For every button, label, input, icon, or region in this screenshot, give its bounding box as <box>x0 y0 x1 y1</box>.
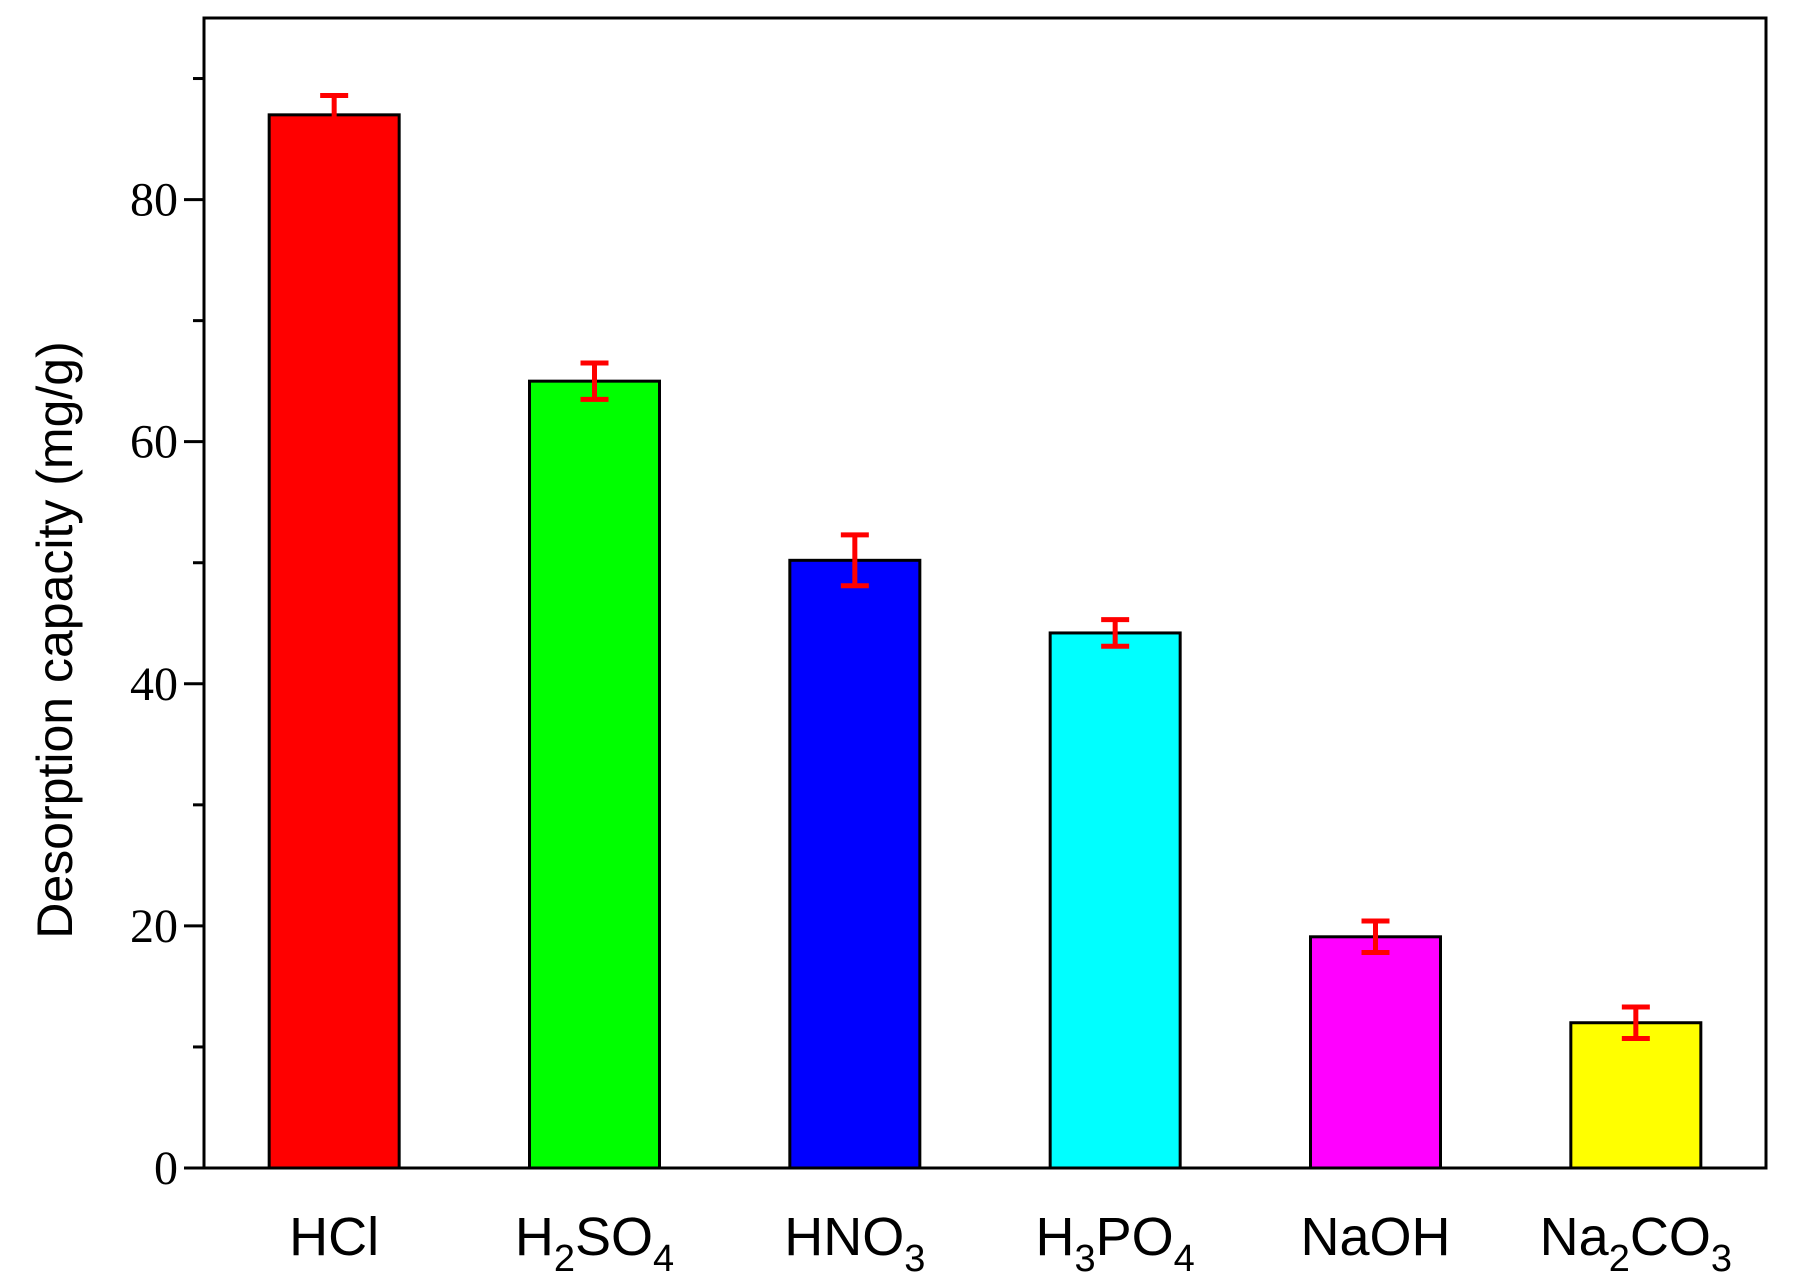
plot-frame <box>202 16 1768 1170</box>
bar-Na2CO3 <box>1569 1021 1703 1170</box>
error-bar-HNO3 <box>840 532 869 589</box>
bar-NaOH <box>1309 935 1442 1170</box>
bar-HNO3 <box>788 558 922 1170</box>
bars-layer <box>267 113 1703 1170</box>
error-bar-Na2CO3 <box>1621 1004 1650 1041</box>
y-tick-label: 0 <box>154 1142 178 1195</box>
x-tick-label: Na2CO3 <box>1540 1207 1732 1280</box>
bar-H2SO4 <box>528 379 661 1170</box>
y-tick-label: 20 <box>130 900 178 953</box>
error-bar-NaOH <box>1361 918 1390 956</box>
x-tick-label: H2SO4 <box>515 1207 674 1280</box>
x-tick-label: HCl <box>289 1207 379 1267</box>
error-bar-H3PO4 <box>1101 617 1130 649</box>
bar-H3PO4 <box>1048 631 1182 1170</box>
y-ticks-layer: 0 20 40 60 80 <box>130 77 204 1195</box>
x-tick-label: H3PO4 <box>1036 1207 1195 1280</box>
bar-HCl <box>267 113 401 1170</box>
error-bar-HCl <box>320 92 349 137</box>
x-labels-layer: HCl H2SO4 HNO3 H3PO4 NaOH Na2CO3 <box>289 1207 1732 1280</box>
y-tick-label: 60 <box>130 416 178 469</box>
y-tick-label: 40 <box>130 658 178 711</box>
x-tick-label: HNO3 <box>784 1207 925 1280</box>
y-axis-label: Desorption capacity (mg/g) <box>27 341 83 938</box>
error-bar-H2SO4 <box>580 360 609 402</box>
x-tick-label: NaOH <box>1300 1207 1450 1267</box>
error-bars-layer <box>320 92 1650 1041</box>
y-tick-label: 80 <box>130 174 178 227</box>
